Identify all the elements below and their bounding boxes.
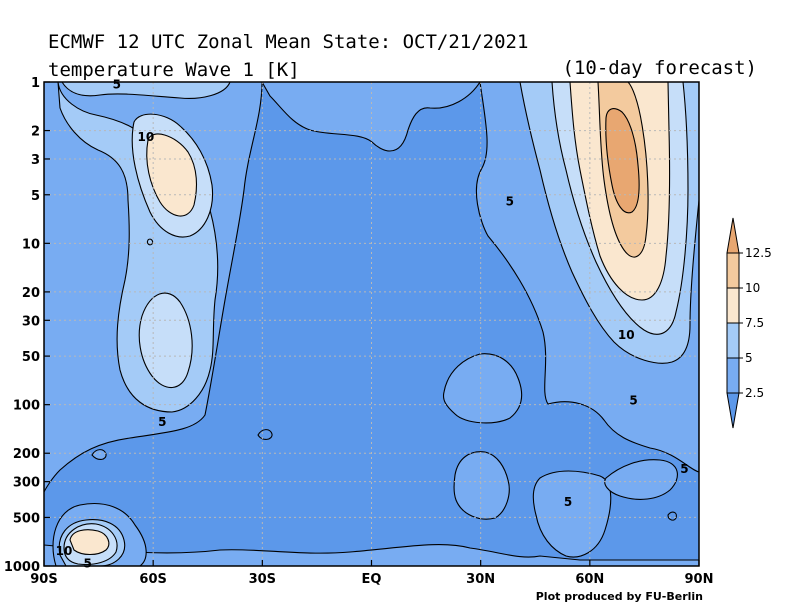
contour-label-text: 5 (506, 194, 514, 208)
y-tick-label: 500 (13, 511, 40, 526)
contour-label: 5 (564, 495, 572, 509)
legend-swatch (726, 322, 740, 359)
contour-label-text: 5 (113, 78, 121, 92)
y-tick-label: 1 (31, 76, 40, 91)
contour-label-text: 5 (629, 393, 637, 407)
contour-label: 10 (56, 544, 73, 558)
x-tick-label: 60S (139, 572, 166, 587)
contour-label: 5 (83, 557, 91, 571)
y-tick-label: 10 (22, 237, 40, 252)
chart-subtitle: temperature Wave 1 [K] (48, 59, 300, 81)
contour-label: 10 (138, 130, 155, 144)
forecast-note: (10-day forecast) (563, 57, 757, 79)
legend: 12.5 10 7.5 5 2.5 (726, 217, 772, 429)
y-tick-label: 20 (22, 286, 40, 301)
legend-swatch (726, 252, 740, 289)
contour-label-text: 10 (56, 544, 73, 558)
legend-label: 2.5 (745, 386, 764, 400)
contour-label: 5 (680, 462, 688, 476)
y-tick-label: 3 (31, 153, 40, 168)
x-tick-label: 60N (575, 572, 604, 587)
contour-label-text: 5 (158, 415, 166, 429)
contour-label: 5 (629, 393, 637, 407)
y-tick-label: 30 (22, 314, 40, 329)
legend-swatch-low (726, 392, 740, 429)
y-tick-label: 300 (13, 476, 40, 491)
legend-swatch (726, 357, 740, 394)
x-tick-label: 30N (466, 572, 495, 587)
contour-label-text: 5 (564, 495, 572, 509)
legend-label: 5 (745, 351, 753, 365)
chart-title: ECMWF 12 UTC Zonal Mean State: OCT/21/20… (48, 31, 528, 53)
legend-swatch (726, 287, 740, 324)
contour-label: 5 (158, 415, 166, 429)
legend-label: 12.5 (745, 246, 772, 260)
contour-labels: 5 10 5 10 5 5 10 5 5 5 (56, 78, 689, 571)
x-tick-label: EQ (362, 572, 382, 587)
contour-label-text: 10 (138, 130, 155, 144)
y-tick-label: 100 (13, 399, 40, 414)
y-tick-label: 2 (31, 125, 40, 140)
y-tick-label: 50 (22, 350, 40, 365)
x-tick-label: 90N (685, 572, 714, 587)
x-tick-label: 30S (249, 572, 276, 587)
y-tick-label: 5 (31, 189, 40, 204)
grid (44, 82, 699, 566)
x-tick-label: 90S (30, 572, 57, 587)
legend-swatch-high (726, 217, 740, 254)
plot-area (44, 82, 699, 566)
credit-text: Plot produced by FU-Berlin (536, 590, 703, 603)
legend-label: 10 (745, 281, 760, 295)
y-tick-label: 1000 (4, 560, 40, 575)
contour-label-text: 5 (680, 462, 688, 476)
contour-label: 5 (506, 194, 514, 208)
contour-label: 10 (618, 328, 635, 342)
legend-label: 7.5 (745, 316, 764, 330)
contour-label-text: 5 (83, 557, 91, 571)
x-axis: 90S 60S 30S EQ 30N 60N 90N (30, 560, 713, 587)
contour-fill-peak (605, 108, 640, 214)
y-axis: 1 2 3 5 10 20 30 50 100 200 300 500 1000 (4, 76, 50, 575)
y-tick-label: 200 (13, 447, 40, 462)
contour-label: 5 (113, 78, 121, 92)
contour-label-text: 10 (618, 328, 635, 342)
